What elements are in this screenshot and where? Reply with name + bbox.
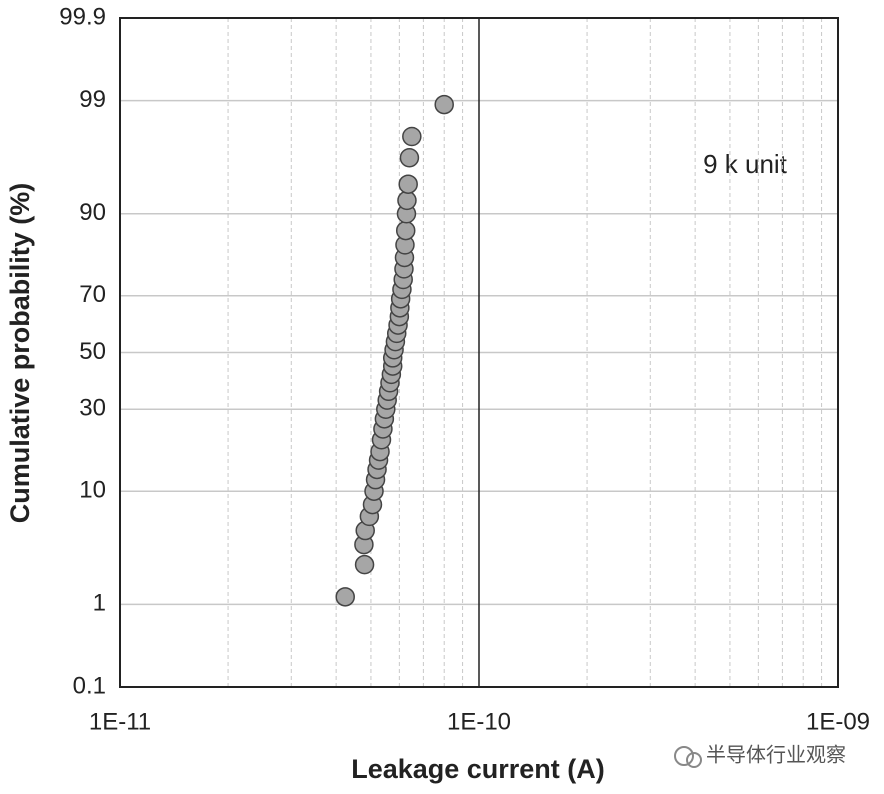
x-tick-label: 1E-11	[89, 708, 151, 735]
point	[399, 148, 420, 168]
y-tick-label: 99.9	[59, 3, 106, 30]
point	[335, 587, 355, 607]
point	[402, 126, 422, 147]
watermark: 半导体行业观察	[706, 743, 846, 766]
x-tick-label: 1E-10	[447, 708, 511, 735]
point	[397, 190, 417, 211]
y-tick-label: 0.1	[73, 672, 106, 699]
y-tick-label: 30	[79, 395, 106, 422]
watermark-icon	[674, 746, 702, 768]
y-tick-label: 1	[93, 590, 106, 617]
point	[398, 174, 418, 194]
y-tick-label: 70	[79, 281, 106, 308]
point	[395, 220, 416, 241]
point	[434, 94, 454, 115]
y-tick-label: 50	[79, 338, 106, 365]
y-tick-label: 10	[79, 477, 106, 504]
y-tick-label: 90	[79, 199, 106, 226]
y-axis-title: Cumulative probability (%)	[5, 183, 35, 524]
plot-frame	[119, 17, 839, 688]
y-tick-label: 99	[79, 86, 106, 113]
x-tick-label: 1E-09	[806, 708, 870, 735]
x-axis-title: Leakage current (A)	[351, 754, 605, 784]
point	[354, 554, 375, 575]
annotation: 9 k unit	[703, 149, 788, 179]
